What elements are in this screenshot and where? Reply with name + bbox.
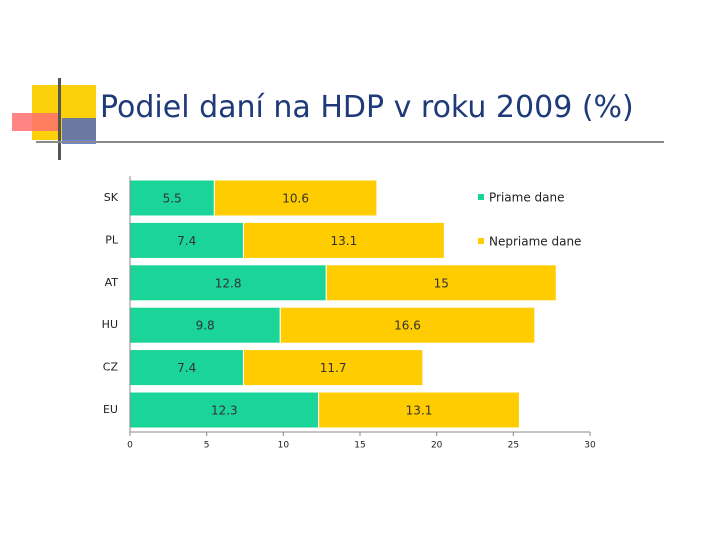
data-label-PL-series-1: 13.1 [331,234,358,248]
category-label-AT: AT [105,276,119,289]
bar-SK-series-0 [129,179,215,217]
deco-red-block [12,113,58,131]
x-tick-label-2: 10 [278,441,290,451]
bar-EU-series-0 [129,391,320,429]
legend-swatch-0 [478,194,484,200]
legend-swatch-1 [478,238,484,244]
x-tick-label-6: 30 [584,441,596,451]
legend-label-1: Nepriame dane [489,235,581,249]
data-label-AT-series-1: 15 [434,276,449,290]
category-label-SK: SK [104,191,119,204]
x-tick-label-1: 5 [204,441,210,451]
bar-SK-series-1 [213,179,378,217]
data-label-CZ-series-1: 11.7 [320,361,347,375]
data-label-CZ-series-0: 7.4 [177,361,196,375]
data-label-HU-series-0: 9.8 [196,319,215,333]
bar-AT-series-1 [325,264,557,302]
bar-CZ-series-1 [242,349,424,387]
data-label-EU-series-1: 13.1 [406,404,433,418]
x-tick-label-3: 15 [354,441,365,451]
category-label-EU: EU [103,403,118,416]
data-label-PL-series-0: 7.4 [177,234,196,248]
category-label-PL: PL [105,233,119,246]
data-label-AT-series-0: 12.8 [215,276,242,290]
data-label-EU-series-0: 12.3 [211,404,238,418]
bar-PL-series-1 [242,221,445,259]
deco-blue-block [62,118,96,144]
bar-EU-series-1 [318,391,520,429]
legend-label-0: Priame dane [489,191,565,205]
x-tick-label-0: 0 [127,441,133,451]
bar-AT-series-0 [129,264,327,302]
x-tick-label-4: 20 [431,441,443,451]
x-tick-label-5: 25 [508,441,519,451]
category-label-HU: HU [102,318,118,331]
category-label-CZ: CZ [103,361,119,374]
data-label-SK-series-0: 5.5 [163,192,182,206]
data-label-SK-series-1: 10.6 [282,192,309,206]
bar-HU-series-1 [279,306,536,344]
data-label-HU-series-1: 16.6 [394,319,421,333]
deco-vertical-line [58,78,61,160]
deco-horizontal-line [36,141,664,143]
slide-title: Podiel daní na HDP v roku 2009 (%) [100,90,634,125]
